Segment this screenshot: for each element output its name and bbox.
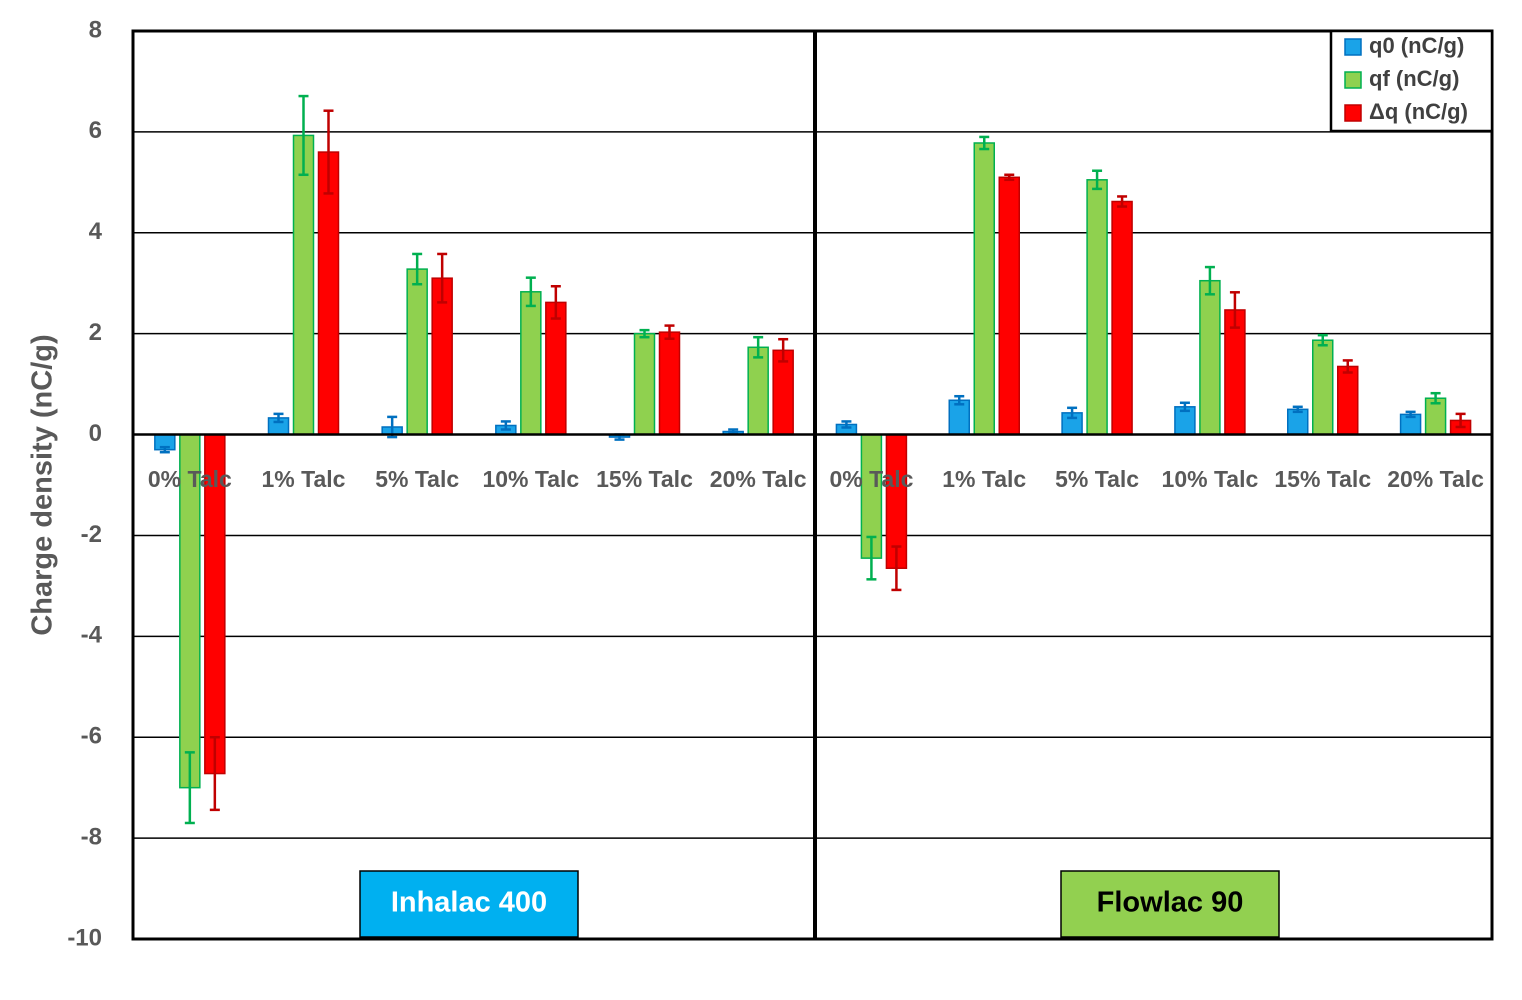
bar (772, 349, 794, 436)
category-label: 0% Talc (148, 466, 232, 492)
category-label: 20% Talc (710, 466, 807, 492)
y-tick-label: -8 (81, 823, 102, 850)
panel-label-box (359, 870, 579, 938)
y-tick-label: 2 (89, 319, 102, 346)
bar (520, 291, 542, 436)
panel-label: Flowlac 90 (1097, 887, 1244, 919)
legend-label: Δq (nC/g) (1369, 99, 1468, 124)
category-label: 5% Talc (375, 466, 459, 492)
bar (406, 268, 428, 436)
bar (545, 301, 567, 436)
legend-swatch (1344, 104, 1362, 122)
legend: q0 (nC/g) qf (nC/g) Δq (nC/g) (1329, 29, 1494, 133)
bar (747, 346, 769, 436)
bar (1111, 200, 1133, 436)
bar (1199, 279, 1221, 436)
y-tick-label: 0 (89, 420, 102, 447)
axis-labels: 8 6 4 2 0 -2 -4 -6 -8 -10 0% Talc 1% Talc 5% Talc 10%… (67, 16, 1484, 951)
category-label: 1% Talc (262, 466, 346, 492)
bar (1287, 408, 1309, 436)
category-label: 0% Talc (829, 466, 913, 492)
y-tick-label: 4 (89, 218, 103, 245)
y-tick-label: -4 (81, 622, 103, 649)
bar (1337, 365, 1359, 436)
category-label: 1% Talc (942, 466, 1026, 492)
bar (658, 331, 681, 436)
error-bars (159, 94, 1466, 825)
legend-label: qf (nC/g) (1369, 66, 1459, 91)
category-label: 15% Talc (596, 466, 693, 492)
y-tick-label: 6 (89, 117, 102, 144)
category-label: 20% Talc (1387, 466, 1484, 492)
bar (292, 134, 315, 436)
legend-swatch (1344, 38, 1362, 56)
panel-label-box (1060, 870, 1280, 938)
bar (1086, 179, 1108, 436)
y-axis-label: Charge density (nC/g) (27, 334, 59, 635)
panel-labels: Inhalac 400 Flowlac 90 (359, 870, 1280, 938)
y-tick-label: -6 (81, 723, 102, 750)
category-label: 15% Talc (1274, 466, 1371, 492)
legend-swatch (1344, 71, 1362, 89)
y-tick-label: 8 (89, 16, 102, 43)
category-label: 10% Talc (482, 466, 579, 492)
category-label: 10% Talc (1162, 466, 1259, 492)
grid-lines (133, 131, 1492, 839)
bar (633, 332, 656, 436)
bar (1312, 339, 1334, 436)
plot-frame (131, 29, 1494, 941)
category-label: 5% Talc (1055, 466, 1139, 492)
bar (998, 176, 1020, 436)
panel-label: Inhalac 400 (391, 887, 547, 919)
legend-label: q0 (nC/g) (1369, 33, 1464, 58)
bar (973, 142, 995, 436)
y-tick-label: -2 (81, 521, 102, 548)
axes (131, 29, 1494, 941)
y-tick-label: -10 (67, 924, 102, 951)
